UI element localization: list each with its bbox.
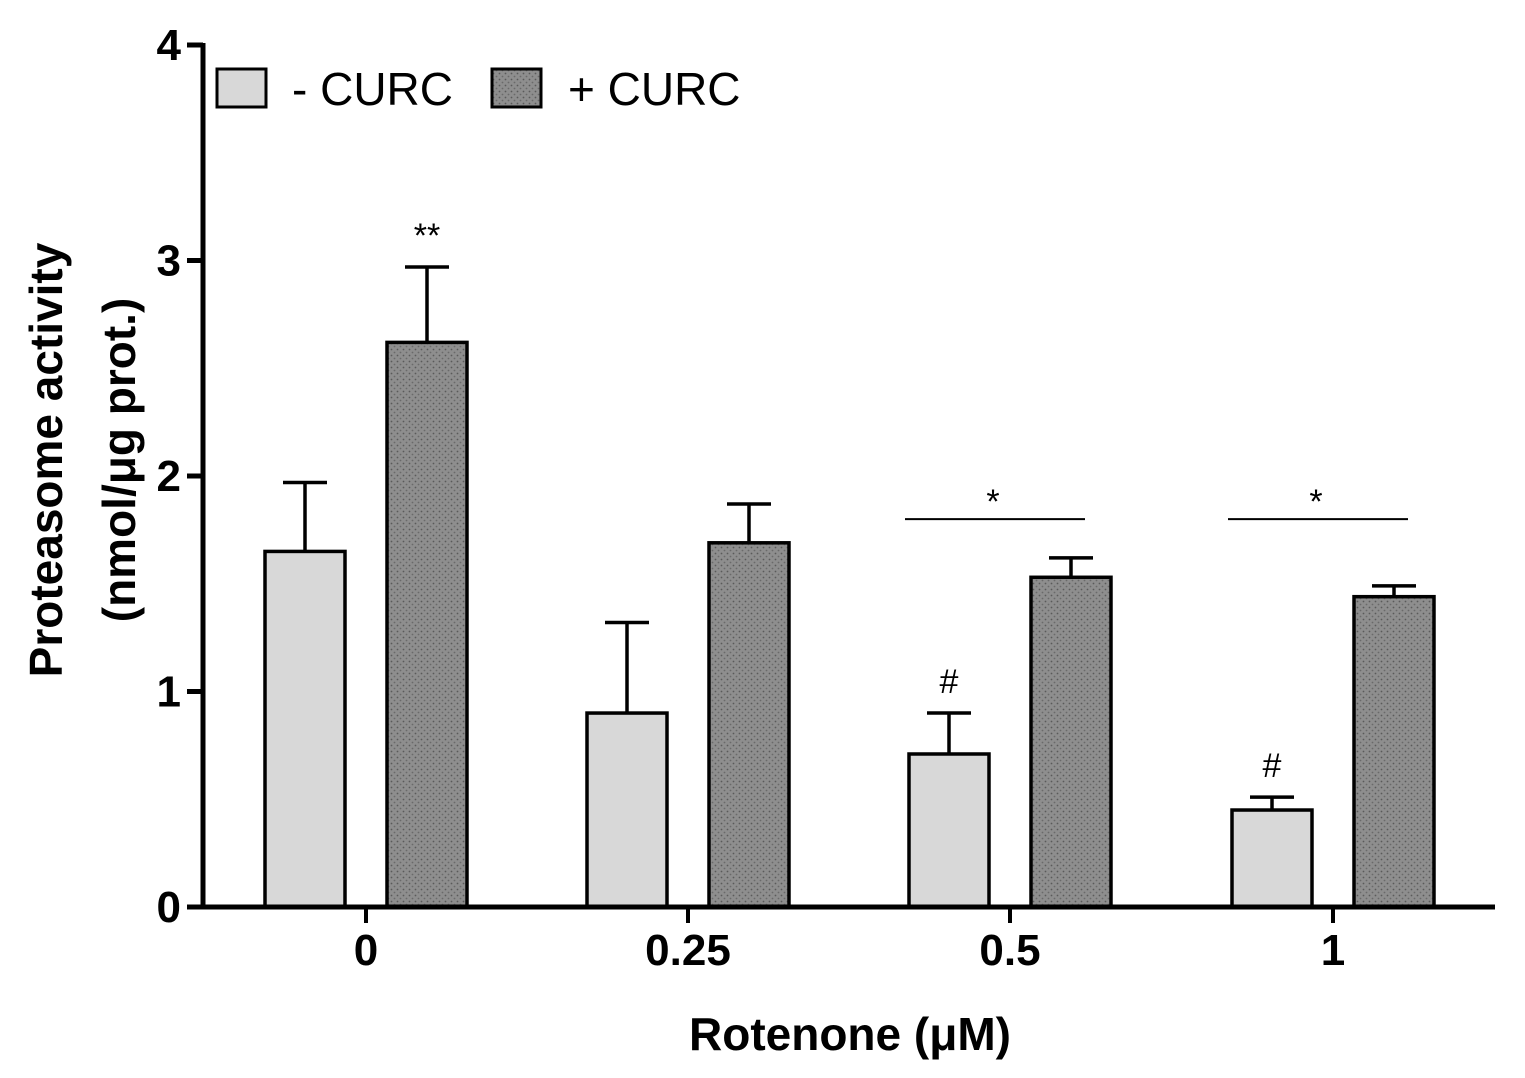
legend-swatch-1: [490, 67, 543, 109]
x-tick-label-0: 0: [354, 926, 378, 975]
y-tick-label-3: 3: [157, 237, 181, 286]
bars-layer: [263, 265, 1436, 909]
bar-plus-curc-3: [1352, 594, 1436, 909]
x-tick-label-1: 0.25: [645, 926, 731, 975]
significance-mark-0: **: [414, 217, 440, 255]
legend-label-1: + CURC: [568, 63, 741, 115]
y-tick-label-4: 4: [157, 21, 182, 70]
bar-plus-curc-0: [385, 340, 469, 909]
bracket-star-1: *: [1309, 483, 1322, 521]
legend-label-0: - CURC: [292, 63, 453, 115]
x-tick-label-2: 0.5: [979, 926, 1040, 975]
bracket-star-0: *: [986, 483, 999, 521]
bar-plus-curc-2: [1029, 575, 1113, 909]
x-tick-label-3: 1: [1321, 926, 1345, 975]
significance-mark-2: #: [1263, 747, 1282, 785]
y-axis-title-line2: (nmol/μg prot.): [93, 298, 145, 623]
y-tick-label-1: 1: [157, 668, 181, 717]
y-tick-label-2: 2: [157, 452, 181, 501]
bar-minus-curc-0: [263, 549, 347, 909]
legend: - CURC + CURC: [215, 63, 741, 115]
bar-minus-curc-3: [1230, 808, 1314, 909]
y-axis-title-line1: Proteasome activity: [20, 242, 72, 677]
x-axis-title: Rotenone (μM): [689, 1008, 1011, 1060]
bar-minus-curc-1: [585, 711, 669, 909]
bar-plus-curc-1: [707, 541, 791, 909]
legend-swatch-0: [215, 67, 268, 109]
bar-minus-curc-2: [907, 752, 991, 909]
axes-layer: 0 1 2 3 4 0 0.25 0.5 1: [157, 21, 1495, 975]
annotations-layer: **##* *: [414, 217, 1408, 785]
y-tick-label-0: 0: [157, 883, 181, 932]
significance-mark-1: #: [940, 663, 959, 701]
